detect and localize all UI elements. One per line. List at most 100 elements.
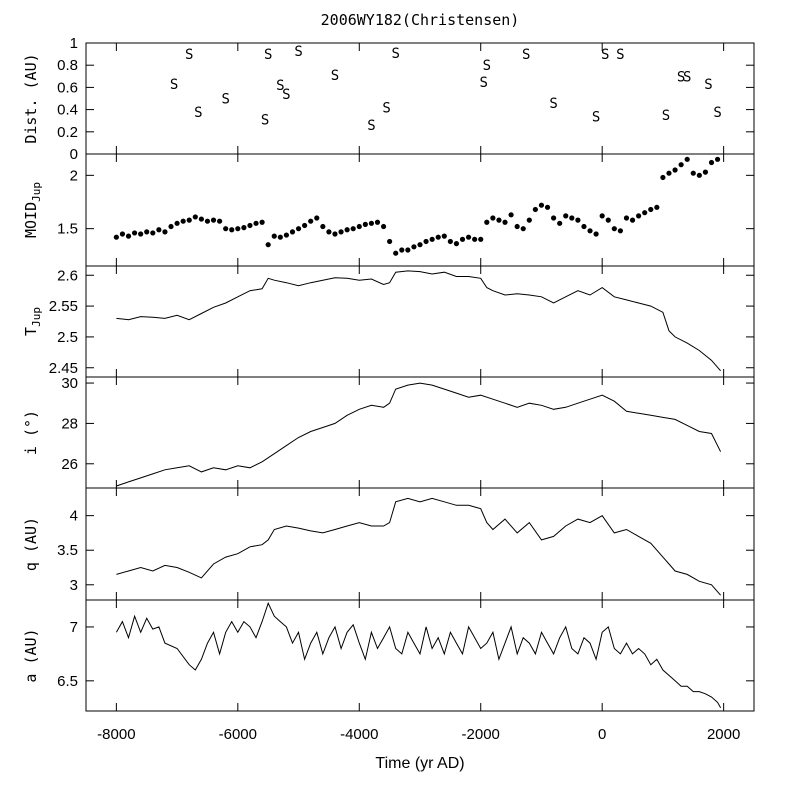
moid-point (672, 167, 678, 173)
y-tick-label: 3.5 (57, 542, 78, 559)
moid-point (611, 226, 617, 232)
moid-point (557, 220, 563, 226)
dist-point: S (276, 78, 284, 94)
moid-point (660, 174, 666, 181)
dist-point: S (261, 113, 269, 129)
a-series-line (115, 601, 722, 709)
dist-point: S (616, 47, 624, 63)
y-tick-label: 2.5 (57, 329, 78, 346)
x-tick-label: -8000 (97, 726, 135, 743)
moid-point (575, 217, 581, 223)
y-axis-label: TJup (22, 307, 43, 336)
moid-point (265, 242, 271, 248)
moid-point (465, 234, 472, 240)
y-tick-label: 2.55 (49, 298, 78, 315)
moid-point (289, 229, 296, 235)
moid-point (666, 170, 672, 176)
y-tick-label: 4 (70, 508, 78, 525)
moid-point (429, 236, 435, 242)
moid-point (459, 236, 466, 242)
panel-frame (85, 599, 755, 712)
y-tick-label: 3 (70, 577, 78, 594)
x-tick-label: 0 (598, 726, 606, 743)
moid-point (599, 213, 605, 219)
moid-point (629, 217, 636, 223)
y-tick-label: 7 (70, 619, 78, 636)
dist-point: S (713, 105, 721, 121)
moid-point (204, 218, 211, 224)
moid-point (423, 238, 429, 245)
moid-point (508, 212, 514, 218)
moid-point (714, 156, 721, 162)
moid-point (678, 162, 684, 168)
moid-point (514, 223, 520, 230)
x-tick-label: -4000 (340, 726, 378, 743)
moid-point (399, 247, 405, 253)
moid-point (338, 229, 344, 235)
dist-point: S (592, 109, 600, 125)
moid-point (569, 215, 575, 221)
moid-point (174, 220, 180, 226)
moid-point (308, 218, 314, 224)
panel-frame (85, 153, 755, 267)
moid-point (119, 231, 126, 237)
y-axis-label: i (°) (22, 410, 40, 455)
y-axis-label: q (AU) (22, 517, 40, 571)
dist-point: S (480, 75, 488, 91)
dist-point: S (264, 47, 272, 63)
moid-point (168, 223, 174, 230)
moid-point (684, 156, 690, 162)
moid-point (326, 229, 332, 235)
moid-point (551, 215, 557, 221)
moid-point (302, 222, 308, 229)
y-tick-label: 2 (70, 167, 78, 184)
moid-point (544, 204, 551, 210)
moid-point (125, 233, 132, 239)
y-tick-label: 2.45 (49, 360, 78, 377)
panel-frame (85, 487, 755, 601)
moid-point (526, 217, 532, 223)
moid-point (198, 216, 204, 222)
moid-point (295, 226, 302, 232)
moid-point (186, 217, 192, 223)
dist-point: S (331, 68, 339, 84)
moid-point (435, 234, 441, 240)
moid-point (538, 202, 545, 208)
moid-point (131, 230, 138, 236)
y-tick-label: 0.8 (57, 57, 78, 74)
moid-point (271, 233, 277, 239)
y-tick-label: 1.5 (57, 221, 78, 238)
y-tick-label: 2.6 (57, 267, 78, 284)
y-axis-label: Dist. (AU) (22, 53, 40, 143)
q-series-line (116, 497, 721, 596)
panel-inc: 26 28 30 i (°) (22, 375, 755, 489)
y-tick-label: 0.6 (57, 79, 78, 96)
moid-point (380, 223, 387, 230)
moid-point (593, 231, 599, 237)
dist-point: S (391, 46, 399, 62)
dist-point: S (282, 87, 290, 103)
moid-point (223, 226, 229, 232)
moid-point (259, 219, 265, 225)
moid-point (496, 217, 502, 223)
panel-q: 3 3.5 4 q (AU) (22, 487, 755, 601)
moid-point (144, 229, 150, 235)
moid-point (696, 172, 702, 178)
x-axis-ticks: -8000 -6000 -4000 -2000 0 2000 (97, 726, 740, 743)
y-tick-label: 28 (61, 415, 78, 432)
panel-frame (85, 265, 755, 378)
dist-point: S (677, 69, 685, 85)
moid-point (447, 238, 453, 245)
moid-point (368, 220, 375, 226)
moid-point (563, 213, 569, 219)
dist-point: S (221, 92, 229, 108)
dist-point: S (185, 47, 193, 63)
moid-point (484, 219, 490, 225)
moid-point (411, 244, 417, 250)
y-tick-label: 6.5 (57, 673, 78, 690)
moid-point (472, 236, 478, 242)
panel-a: 6.5 7 a (AU) (22, 599, 755, 712)
moid-point (636, 213, 642, 219)
moid-point (113, 234, 119, 240)
